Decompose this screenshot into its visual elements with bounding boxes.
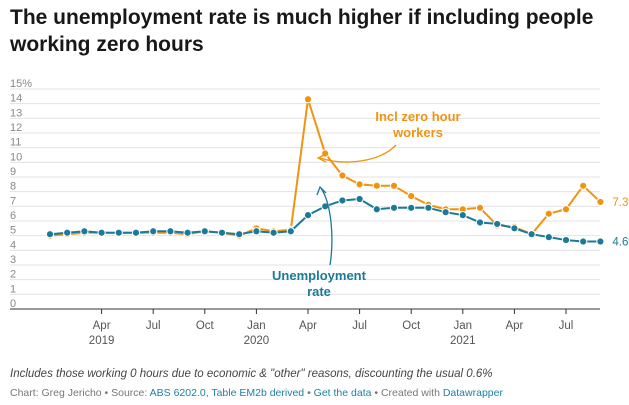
y-tick-label: 15%: [10, 78, 32, 90]
x-tick-label: Jan: [454, 320, 473, 332]
x-tick-year-label: 2019: [89, 335, 115, 347]
data-point: [596, 197, 605, 207]
data-point: [338, 171, 347, 180]
data-point: [596, 237, 605, 246]
data-point: [579, 237, 588, 246]
x-tick-label: Jul: [146, 320, 161, 332]
series-incl-zero-hours: 7.3%: [45, 95, 629, 240]
y-tick-label: 5: [10, 225, 16, 237]
data-point: [269, 228, 278, 237]
y-tick-label: 3: [10, 254, 16, 266]
y-tick-label: 14: [10, 93, 22, 105]
data-point: [407, 203, 416, 212]
data-point: [303, 211, 313, 220]
series-end-label: 4.6%: [612, 237, 629, 249]
data-point: [475, 203, 485, 212]
y-tick-label: 6: [10, 210, 16, 222]
x-tick-label: Oct: [196, 320, 215, 332]
x-tick-label: Apr: [299, 320, 317, 332]
data-point: [166, 227, 175, 236]
data-point: [561, 205, 571, 214]
data-point: [424, 203, 433, 212]
x-tick-year-label: 2020: [244, 335, 270, 347]
chart-credit: Chart: Greg Jericho • Source: ABS 6202.0…: [10, 387, 503, 399]
data-point: [235, 230, 244, 239]
data-point: [355, 194, 364, 204]
data-point: [200, 227, 209, 236]
y-tick-label: 4: [10, 239, 16, 251]
data-point: [303, 95, 313, 104]
data-point: [389, 203, 399, 212]
y-tick-label: 13: [10, 107, 22, 119]
y-tick-label: 1: [10, 283, 16, 295]
data-point: [561, 235, 571, 245]
annotation-label: Unemployment: [272, 268, 367, 283]
data-point: [407, 191, 416, 201]
annotation-label: workers: [392, 125, 443, 140]
data-point: [97, 228, 106, 237]
data-point: [544, 233, 553, 242]
data-point: [114, 228, 123, 237]
data-point: [338, 196, 347, 205]
data-point: [493, 219, 502, 229]
x-tick-label: Apr: [93, 320, 111, 332]
data-point: [131, 228, 141, 237]
credit-prefix: Chart: Greg Jericho • Source:: [10, 387, 150, 399]
y-tick-label: 12: [10, 122, 22, 134]
y-tick-label: 11: [10, 137, 21, 149]
x-tick-label: Jan: [247, 320, 266, 332]
data-point: [217, 228, 227, 237]
y-tick-label: 7: [10, 195, 16, 207]
credit-created-with: • Created with: [371, 387, 443, 399]
data-point: [441, 208, 450, 217]
data-point: [80, 227, 89, 236]
annotation-label: Incl zero hour: [375, 109, 460, 124]
y-tick-label: 2: [10, 269, 16, 281]
annotation-arrow: [319, 144, 397, 163]
chart-footnote: Includes those working 0 hours due to ec…: [10, 368, 493, 380]
data-point: [63, 228, 72, 237]
data-point: [149, 227, 158, 236]
x-tick-label: Oct: [402, 320, 421, 332]
x-axis: Apr 2019 Jul Oct Jan 2020 Apr Jul Oct Jan 2021 Apr J…: [89, 309, 574, 347]
datawrapper-link[interactable]: Datawrapper: [442, 387, 503, 399]
annotation-arrowhead: [316, 153, 327, 163]
credit-separator: •: [304, 387, 314, 399]
y-tick-label: 0: [10, 298, 16, 310]
series-unemployment-rate: 4.6%: [45, 194, 629, 249]
series-line: [49, 98, 602, 237]
data-point: [389, 181, 399, 190]
annotation-label: rate: [307, 284, 331, 299]
series-end-label: 7.3%: [612, 197, 629, 209]
data-point: [355, 180, 364, 189]
x-tick-year-label: 2021: [450, 335, 476, 347]
annotation-arrow: [320, 187, 333, 266]
data-point: [183, 228, 192, 237]
x-tick-label: Jul: [559, 320, 574, 332]
data-point: [527, 230, 536, 239]
annotation-arrowhead: [316, 185, 327, 196]
get-data-link[interactable]: Get the data: [313, 387, 372, 399]
source-link[interactable]: ABS 6202.0, Table EM2b derived: [149, 387, 305, 399]
y-tick-label: 9: [10, 166, 16, 178]
data-point: [286, 227, 295, 236]
data-point: [544, 209, 553, 218]
data-point: [458, 211, 467, 220]
data-point: [579, 181, 588, 190]
x-tick-label: Jul: [352, 320, 367, 332]
data-point: [510, 224, 519, 233]
data-point: [252, 227, 261, 236]
y-tick-label: 10: [10, 151, 22, 163]
y-tick-label: 8: [10, 181, 16, 193]
data-point: [475, 218, 485, 227]
data-point: [45, 230, 55, 239]
chart-title: The unemployment rate is much higher if …: [10, 6, 594, 56]
x-tick-label: Apr: [505, 320, 523, 332]
data-point: [372, 205, 381, 214]
data-point: [372, 181, 381, 190]
